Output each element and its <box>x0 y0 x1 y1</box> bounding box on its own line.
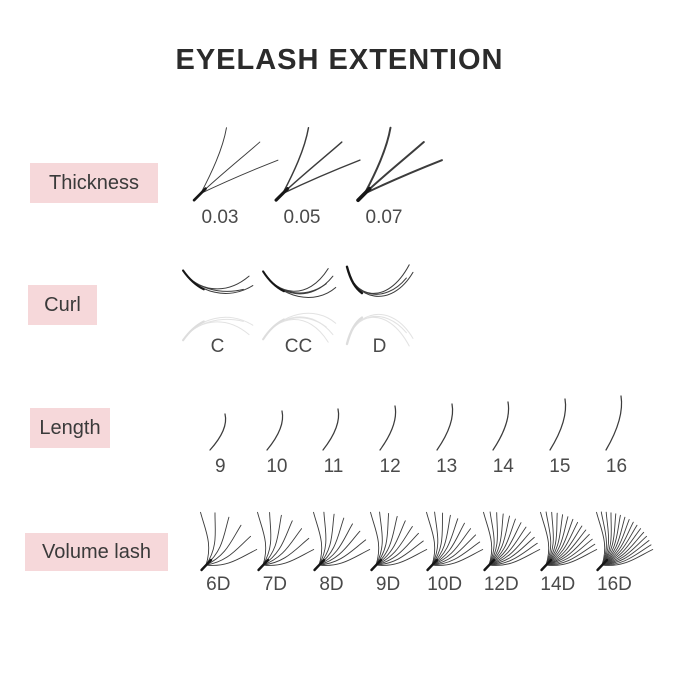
curl-item: C <box>177 262 258 358</box>
volume-value: 7D <box>262 574 288 595</box>
length-lash-icon <box>249 393 306 452</box>
curl-d-icon <box>339 262 420 347</box>
volume-fan-icon <box>247 504 314 572</box>
thickness-item: 0.03 <box>179 123 279 229</box>
length-value: 12 <box>379 456 401 477</box>
volume-fan-icon <box>586 504 654 572</box>
length-value: 14 <box>492 456 514 477</box>
length-value: 16 <box>605 456 628 477</box>
curl-cc-icon <box>258 262 339 343</box>
volume-value: 10D <box>427 574 463 595</box>
volume-value: 16D <box>597 574 632 595</box>
curl-c-icon <box>177 262 258 342</box>
curl-value: CC <box>284 336 313 357</box>
volume-fan-icon <box>190 504 258 572</box>
thickness-label: Thickness <box>30 163 158 203</box>
page-title: EYELASH EXTENTION <box>175 44 504 76</box>
thickness-item: 0.05 <box>261 123 361 229</box>
thickness-item: 0.07 <box>343 123 443 229</box>
thickness-value: 0.05 <box>283 207 321 228</box>
length-lash-icon <box>305 393 362 452</box>
curl-row: C CC D <box>177 262 420 358</box>
curl-label: Curl <box>28 285 97 325</box>
length-value: 11 <box>323 456 344 477</box>
thickness-value: 0.07 <box>365 207 403 228</box>
volume-item: 16D <box>586 504 654 596</box>
length-row: 9 10 11 12 13 14 15 16 <box>192 393 645 478</box>
volume-item: 6D <box>190 504 258 596</box>
length-lash-icon <box>362 393 419 452</box>
volume-item: 8D <box>303 504 371 596</box>
length-item: 10 <box>249 393 306 478</box>
length-item: 11 <box>305 393 362 478</box>
volume-value: 9D <box>375 574 401 595</box>
volume-item: 9D <box>360 504 427 596</box>
volume-item: 10D <box>416 504 484 596</box>
volume-lash-row: 6D 7D 8D 9D 10D 12D 14D 16D <box>190 504 654 596</box>
volume-value: 14D <box>540 574 576 595</box>
length-value: 10 <box>266 456 288 477</box>
volume-fan-icon <box>360 504 427 572</box>
thickness-lash-icon <box>343 123 443 203</box>
length-value: 9 <box>215 456 226 477</box>
length-item: 13 <box>418 393 475 478</box>
length-item: 14 <box>475 393 532 478</box>
length-lash-icon <box>532 393 589 452</box>
thickness-lash-icon <box>179 123 279 203</box>
volume-lash-label: Volume lash <box>25 533 168 571</box>
volume-value: 6D <box>206 574 231 595</box>
length-item: 9 <box>192 393 249 478</box>
length-lash-icon <box>192 393 249 452</box>
volume-fan-icon <box>530 504 597 572</box>
length-value: 13 <box>436 456 458 477</box>
volume-fan-icon <box>416 504 484 572</box>
length-item: 15 <box>532 393 589 478</box>
thickness-lash-icon <box>261 123 361 203</box>
thickness-row: 0.03 0.05 0.07 <box>179 123 443 229</box>
curl-item: D <box>339 262 420 358</box>
length-value: 15 <box>549 456 571 477</box>
length-lash-icon <box>418 393 475 452</box>
volume-fan-icon <box>303 504 371 572</box>
length-lash-icon <box>588 393 645 452</box>
curl-item: CC <box>258 262 339 358</box>
volume-item: 7D <box>247 504 314 596</box>
volume-item: 14D <box>530 504 597 596</box>
volume-value: 8D <box>319 574 344 595</box>
length-label: Length <box>30 408 110 448</box>
curl-value: D <box>372 336 387 357</box>
volume-value: 12D <box>483 574 519 595</box>
length-lash-icon <box>475 393 532 452</box>
volume-item: 12D <box>473 504 541 596</box>
curl-value: C <box>210 336 225 357</box>
thickness-value: 0.03 <box>201 207 239 228</box>
volume-fan-icon <box>473 504 541 572</box>
length-item: 12 <box>362 393 419 478</box>
length-item: 16 <box>588 393 645 478</box>
